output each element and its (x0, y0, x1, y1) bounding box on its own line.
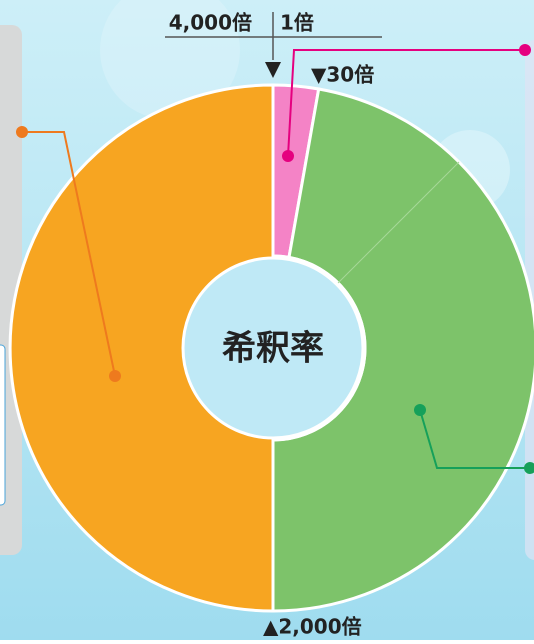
dot (414, 404, 426, 416)
center-label: 希釈率 (222, 329, 324, 369)
page: 希釈率 4,000倍 1倍 ▼30倍 ▲2,000倍 (() => { cons… (0, 0, 534, 640)
min-label: 1倍 (280, 11, 314, 35)
marker-2000: ▲2,000倍 (263, 615, 362, 639)
dilution-diagram: 希釈率 4,000倍 1倍 ▼30倍 ▲2,000倍 (0, 0, 534, 640)
dot (16, 126, 28, 138)
dot (282, 150, 294, 162)
left-card (0, 345, 5, 505)
marker-30: ▼30倍 (311, 63, 374, 87)
max-label: 4,000倍 (169, 11, 252, 35)
dot (519, 44, 531, 56)
dot (109, 370, 121, 382)
